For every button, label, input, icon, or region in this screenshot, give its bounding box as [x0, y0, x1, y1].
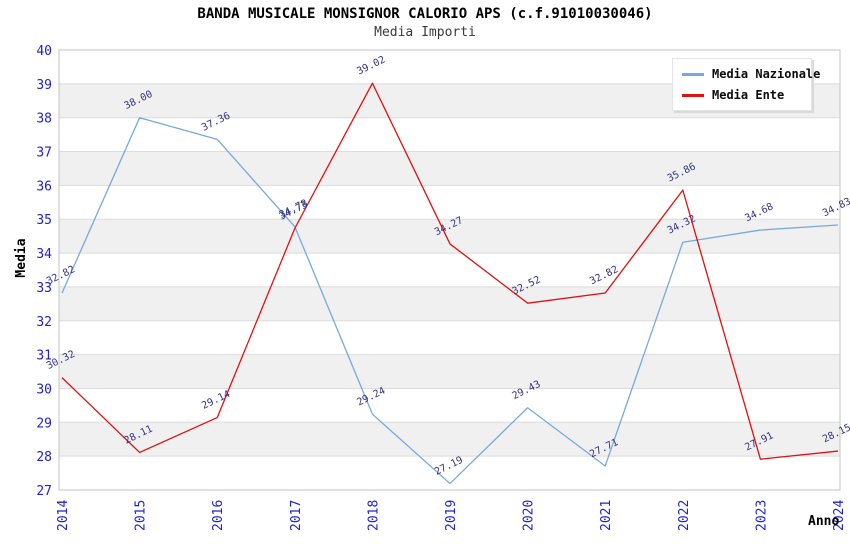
- chart-title: BANDA MUSICALE MONSIGNOR CALORIO APS (c.…: [197, 6, 653, 22]
- y-tick-label: 39: [36, 78, 52, 93]
- x-tick-label: 2018: [366, 500, 381, 531]
- y-tick-label: 40: [36, 44, 52, 59]
- legend-item-media-nazionale: Media Nazionale: [682, 67, 820, 81]
- y-tick-label: 32: [36, 315, 52, 330]
- legend-label: Media Nazionale: [712, 67, 821, 81]
- y-tick-label: 27: [36, 484, 52, 499]
- legend-line-swatch-ente: [682, 93, 704, 97]
- line-media-nazionale: [61, 117, 839, 485]
- legend-item-media-ente: Media Ente: [682, 88, 802, 102]
- legend-line-swatch-nazionale: [682, 72, 704, 76]
- x-tick-label: 2024: [832, 500, 847, 531]
- x-tick-label: 2015: [134, 500, 149, 531]
- y-tick-label: 31: [36, 349, 52, 364]
- y-tick-label: 36: [36, 179, 52, 194]
- plot-band: [59, 117, 840, 152]
- y-tick-label: 33: [36, 281, 52, 296]
- plot-band: [59, 456, 840, 490]
- x-tick-label: 2023: [754, 500, 769, 531]
- x-tick-label: 2019: [444, 500, 459, 531]
- plot-band: [59, 388, 840, 423]
- y-tick-label: 37: [36, 146, 52, 161]
- legend-label: Media Ente: [712, 88, 785, 102]
- line-media-ente: [61, 82, 839, 460]
- plot-band: [59, 354, 840, 389]
- x-tick-label: 2020: [522, 500, 537, 531]
- x-tick-label: 2022: [677, 500, 692, 531]
- y-tick-label: 29: [36, 416, 52, 431]
- x-tick-label: 2014: [56, 500, 71, 531]
- plot-border: [58, 49, 841, 491]
- y-axis-label: Media: [14, 238, 29, 278]
- x-tick-label: 2017: [289, 500, 304, 531]
- legend: Media Nazionale Media Ente: [672, 58, 820, 111]
- plot-band: [59, 320, 840, 355]
- x-tick-label: 2016: [211, 500, 226, 531]
- plot-band: [59, 253, 840, 287]
- plot-band: [59, 185, 840, 220]
- plot-band: [59, 422, 840, 457]
- y-tick-label: 34: [36, 247, 52, 262]
- chart-subtitle: Media Importi: [374, 25, 476, 40]
- y-tick-label: 38: [36, 112, 52, 127]
- plot-band: [59, 286, 840, 321]
- y-tick-label: 28: [36, 450, 52, 465]
- x-tick-label: 2021: [599, 500, 614, 531]
- x-axis-label: Anno: [808, 514, 840, 529]
- plot-band: [59, 151, 840, 186]
- y-tick-label: 30: [36, 382, 52, 397]
- y-tick-label: 35: [36, 213, 52, 228]
- plot-band: [59, 219, 840, 254]
